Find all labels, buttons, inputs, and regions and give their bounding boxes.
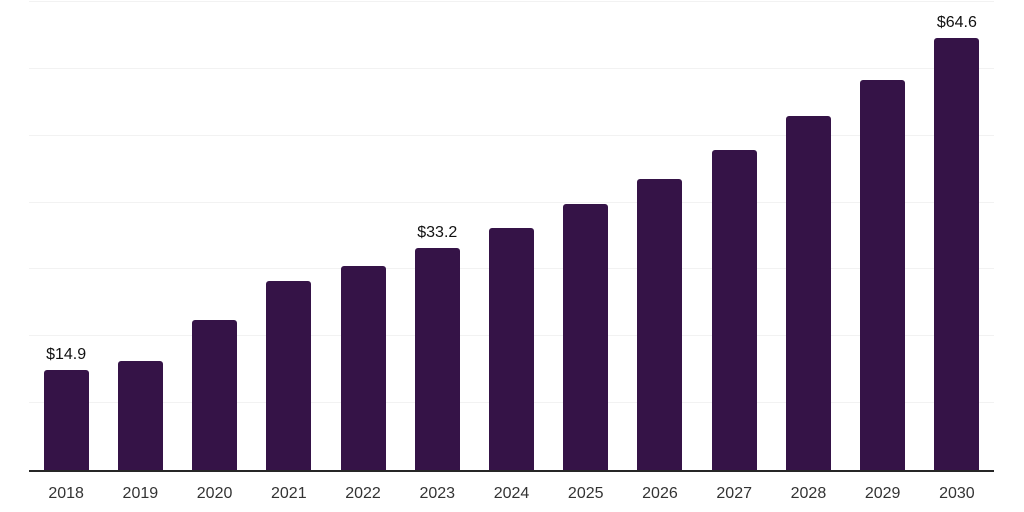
bar-2028 — [785, 115, 831, 470]
x-tick-label-2018: 2018 — [48, 485, 84, 502]
gridline-40 — [29, 201, 994, 203]
x-axis-labels: 2018 2019 2020 2021 2022 2023 2024 2025 2026 2027… — [29, 484, 994, 504]
gridline-60 — [29, 67, 994, 69]
bar-2026 — [637, 178, 683, 470]
bar-2020 — [192, 319, 238, 470]
x-tick-label-2023: 2023 — [419, 485, 456, 502]
x-tick-label-2029: 2029 — [864, 485, 901, 502]
x-tick-label-2021: 2021 — [271, 485, 307, 502]
x-tick-label-2020: 2020 — [196, 485, 233, 502]
plot-area: $14.9 $33.2 $64.6 — [29, 0, 994, 470]
x-tick-label-2027: 2027 — [716, 485, 752, 502]
bar-2019 — [117, 361, 163, 470]
x-tick-label-2019: 2019 — [122, 485, 159, 502]
x-tick-label-2022: 2022 — [345, 485, 381, 502]
x-tick-label-2028: 2028 — [790, 485, 827, 502]
gridline-70 — [29, 1, 994, 2]
bar-2024 — [489, 227, 534, 470]
bar-value-label-2018: $14.9 — [46, 346, 87, 364]
gridline-50 — [29, 134, 994, 136]
x-tick-label-2030: 2030 — [939, 485, 975, 502]
x-tick-label-2026: 2026 — [642, 485, 678, 502]
bar-2027 — [711, 150, 757, 470]
bar-2029 — [860, 80, 906, 470]
bar-2025 — [563, 203, 609, 470]
x-tick-label-2024: 2024 — [493, 485, 530, 502]
x-tick-label-2025: 2025 — [567, 485, 604, 502]
x-axis-line — [29, 470, 994, 472]
bar-2023 — [414, 248, 460, 470]
bar-2022 — [340, 266, 386, 470]
bar-value-label-2023: $33.2 — [417, 224, 458, 242]
bar-2018 — [43, 370, 89, 470]
bar-2030 — [934, 38, 980, 470]
bar-value-label-2030: $64.6 — [936, 14, 977, 32]
bar-2021 — [266, 280, 312, 470]
